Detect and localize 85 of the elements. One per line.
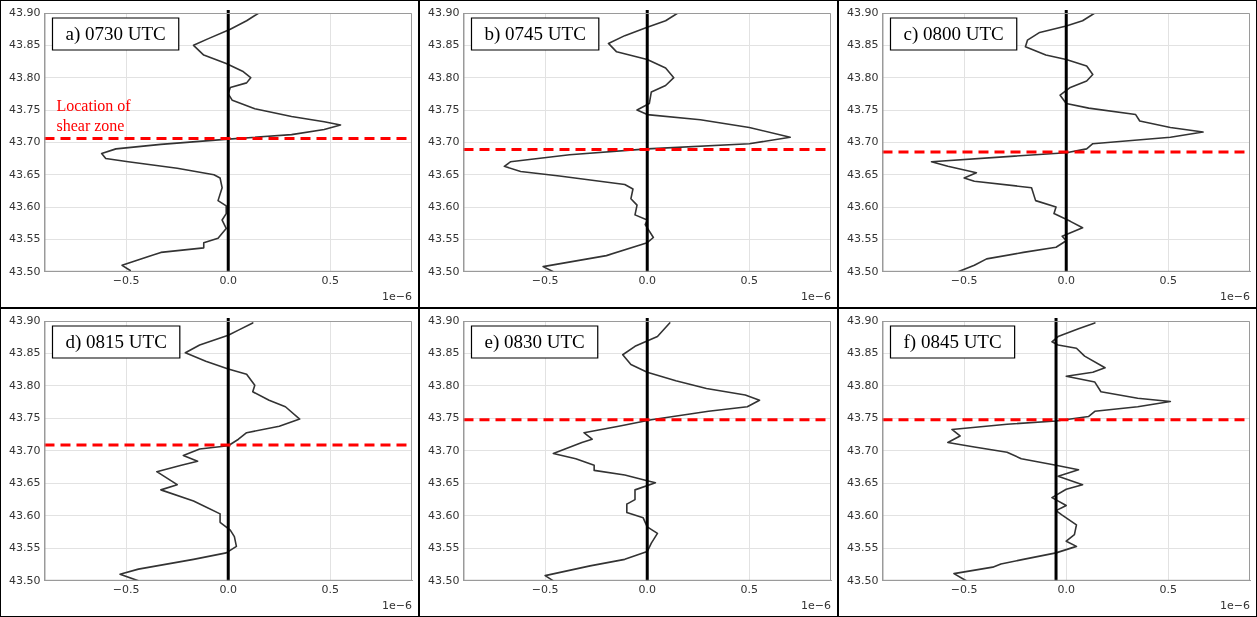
y-tick-label: 43.65	[8, 476, 41, 490]
text: a) 0730 UTC	[65, 22, 166, 45]
text: f) 0845 UTC	[903, 330, 1002, 353]
y-tick-label: 43.85	[846, 38, 879, 52]
y-tick-label: 43.85	[8, 346, 41, 360]
text: 1e−6	[382, 598, 412, 612]
y-tick-label: 43.65	[8, 167, 41, 181]
x-tick-label: 0.5	[740, 274, 759, 288]
y-tick-label: 43.70	[8, 135, 41, 149]
y-tick-label: 43.50	[846, 264, 879, 278]
y-tick-label: 43.75	[427, 411, 460, 425]
y-tick-label: 43.70	[846, 443, 879, 457]
y-tick-label: 43.55	[846, 541, 879, 555]
y-tick-label: 43.65	[427, 167, 460, 181]
y-tick-label: 43.65	[846, 167, 879, 181]
y-tick-label: 43.75	[427, 102, 460, 116]
y-tick-label: 43.90	[427, 5, 460, 19]
y-tick-label: 43.90	[8, 5, 41, 19]
x-tick-label: 0.5	[1159, 583, 1178, 597]
y-tick-label: 43.75	[846, 411, 879, 425]
x-tick-label: 0.0	[219, 274, 237, 288]
text: 1e−6	[801, 598, 831, 612]
y-tick-label: 43.50	[846, 573, 879, 587]
y-tick-label: 43.90	[846, 5, 879, 19]
y-tick-label: 43.80	[8, 70, 41, 84]
y-tick-label: 43.80	[427, 70, 460, 84]
text: d) 0815 UTC	[65, 330, 167, 353]
y-tick-label: 43.65	[846, 476, 879, 490]
text: b) 0745 UTC	[484, 22, 586, 45]
x-tick-label: 0.0	[219, 583, 237, 597]
y-tick-label: 43.60	[427, 508, 460, 522]
y-tick-label: 43.60	[427, 199, 460, 213]
y-tick-label: 43.50	[8, 573, 41, 587]
y-tick-label: 43.80	[8, 378, 41, 392]
y-tick-label: 43.50	[427, 264, 460, 278]
y-tick-label: 43.50	[427, 573, 460, 587]
y-tick-label: 43.85	[427, 346, 460, 360]
text: 1e−6	[801, 289, 831, 303]
y-tick-label: 43.55	[427, 541, 460, 555]
y-tick-label: 43.75	[846, 102, 879, 116]
y-tick-label: 43.85	[427, 38, 460, 52]
text: 1e−6	[382, 289, 412, 303]
text: c) 0800 UTC	[903, 22, 1004, 45]
x-tick-label: −0.5	[112, 583, 140, 597]
x-tick-label: 0.0	[1057, 274, 1075, 288]
ref-line-label: Location of shear zone	[56, 96, 132, 134]
y-tick-label: 43.90	[427, 313, 460, 327]
y-tick-label: 43.65	[427, 476, 460, 490]
text: 1e−6	[1220, 598, 1250, 612]
x-tick-label: 0.0	[638, 583, 656, 597]
text: 1e−6	[1220, 289, 1250, 303]
y-tick-label: 43.85	[8, 38, 41, 52]
y-tick-label: 43.90	[846, 313, 879, 327]
x-tick-label: 0.5	[321, 583, 340, 597]
x-tick-label: 0.0	[638, 274, 656, 288]
y-tick-label: 43.75	[8, 102, 41, 116]
x-tick-label: −0.5	[950, 583, 978, 597]
y-tick-label: 43.60	[846, 508, 879, 522]
y-tick-label: 43.80	[846, 378, 879, 392]
y-tick-label: 43.75	[8, 411, 41, 425]
x-tick-label: −0.5	[950, 274, 978, 288]
y-tick-label: 43.55	[8, 232, 41, 246]
y-tick-label: 43.70	[427, 443, 460, 457]
y-tick-label: 43.60	[8, 508, 41, 522]
y-tick-label: 43.90	[8, 313, 41, 327]
y-tick-label: 43.80	[427, 378, 460, 392]
y-tick-label: 43.70	[846, 135, 879, 149]
y-tick-label: 43.70	[427, 135, 460, 149]
text: e) 0830 UTC	[484, 330, 585, 353]
y-tick-label: 43.85	[846, 346, 879, 360]
y-tick-label: 43.55	[427, 232, 460, 246]
y-tick-label: 43.80	[846, 70, 879, 84]
y-tick-label: 43.60	[8, 199, 41, 213]
y-tick-label: 43.70	[8, 443, 41, 457]
y-tick-label: 43.50	[8, 264, 41, 278]
y-tick-label: 43.55	[8, 541, 41, 555]
x-tick-label: −0.5	[531, 274, 559, 288]
y-tick-label: 43.55	[846, 232, 879, 246]
y-tick-label: 43.60	[846, 199, 879, 213]
x-tick-label: −0.5	[112, 274, 140, 288]
x-tick-label: 0.0	[1057, 583, 1075, 597]
x-tick-label: 0.5	[321, 274, 340, 288]
x-tick-label: 0.5	[1159, 274, 1178, 288]
x-tick-label: −0.5	[531, 583, 559, 597]
x-tick-label: 0.5	[740, 583, 759, 597]
